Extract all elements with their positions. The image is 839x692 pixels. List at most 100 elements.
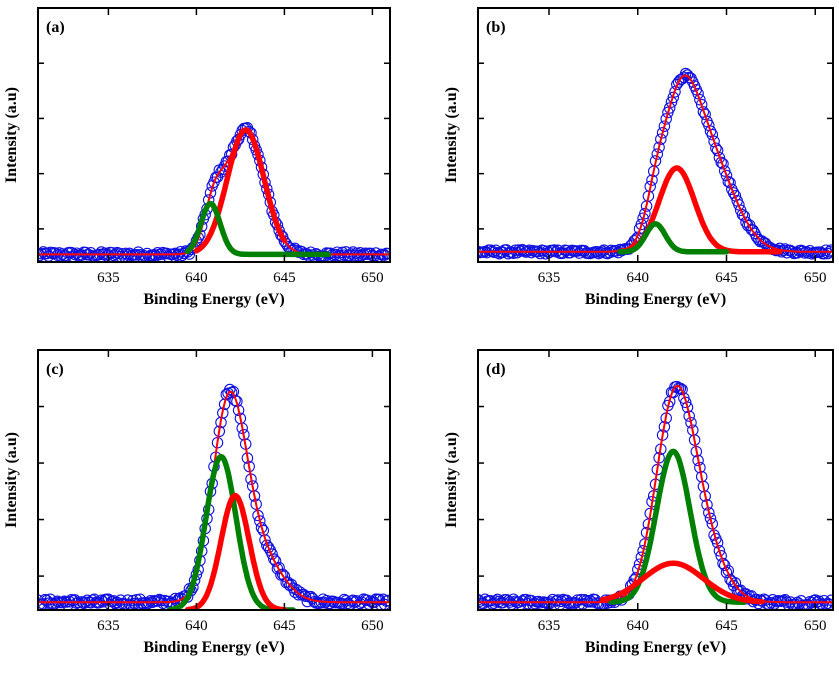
panel-label: (c): [46, 361, 64, 378]
data-point: [736, 208, 749, 221]
data-point: [681, 401, 694, 414]
data-point: [669, 86, 681, 98]
data-point: [692, 87, 704, 100]
x-axis-label: Binding Energy (eV): [585, 291, 726, 308]
data-point: [658, 120, 671, 132]
data-point: [382, 594, 390, 607]
x-tick-label: 635: [97, 618, 120, 634]
data-point: [289, 586, 301, 598]
x-tick-label: 645: [273, 618, 296, 634]
panel-d: 635 640 645 650 Binding Energy (eV) Intensity…: [443, 349, 834, 656]
x-axis-label: Binding Energy (eV): [585, 639, 726, 656]
x-tick-label: 640: [627, 270, 650, 286]
plot-area: [38, 122, 390, 262]
data-point: [704, 512, 717, 525]
data-point: [262, 541, 275, 554]
data-point: [699, 108, 711, 121]
data-point: [552, 244, 564, 257]
data-point: [653, 141, 665, 154]
data-point: [269, 555, 282, 567]
plot-area: [38, 383, 390, 610]
x-tick-label: 645: [273, 270, 296, 286]
data-point: [250, 498, 262, 510]
data-point: [266, 548, 278, 560]
data-point: [268, 553, 280, 565]
panel-c: 635 640 645 650 Binding Energy (eV) Intensity…: [3, 349, 391, 656]
fit-component-red: [193, 127, 288, 254]
data-point: [229, 394, 241, 407]
x-tick-label: 650: [361, 618, 384, 634]
y-axis-label: Intensity (a.u): [443, 87, 460, 183]
data-point: [349, 249, 361, 262]
data-point: [825, 244, 833, 256]
fit-envelope-line: [38, 128, 390, 256]
plot-area: [478, 67, 833, 260]
plot-frame: [37, 7, 391, 263]
x-tick-label: 645: [715, 270, 738, 286]
x-tick-label: 635: [538, 270, 561, 286]
fit-component-green: [184, 200, 332, 258]
fit-envelope-line: [478, 384, 833, 604]
experimental-data-series: [38, 122, 390, 262]
x-tick-label: 635: [538, 618, 561, 634]
data-point: [660, 113, 672, 125]
data-point: [331, 246, 343, 258]
x-tick-label: 640: [185, 270, 208, 286]
data-point: [727, 187, 740, 199]
data-point: [663, 102, 676, 114]
fit-component-green: [608, 448, 747, 605]
data-point: [44, 246, 57, 259]
x-axis-label: Binding Energy (eV): [143, 291, 284, 308]
data-point: [523, 244, 536, 256]
x-tick-label: 650: [804, 270, 827, 286]
plot-frame: [477, 349, 834, 611]
data-point: [717, 158, 729, 170]
data-point: [169, 592, 182, 605]
data-point: [635, 218, 648, 231]
data-point: [720, 169, 733, 182]
data-point: [204, 187, 217, 199]
data-point: [49, 247, 62, 259]
plot-frame: [37, 349, 391, 611]
plot-frame: [477, 7, 834, 263]
data-point: [665, 96, 678, 108]
data-point: [232, 404, 245, 417]
y-axis-label: Intensity (a.u): [443, 432, 460, 528]
data-point: [825, 594, 833, 607]
data-point: [273, 561, 285, 574]
fit-component-green: [167, 453, 296, 610]
data-point: [225, 386, 238, 399]
panel-label: (d): [486, 361, 506, 378]
data-point: [81, 594, 94, 607]
data-point: [713, 545, 726, 557]
fit-envelope-line: [478, 74, 833, 253]
data-point: [227, 385, 240, 398]
data-point: [706, 128, 719, 141]
data-point: [655, 133, 667, 145]
data-point: [343, 249, 356, 262]
data-point: [724, 177, 736, 189]
data-point: [695, 98, 708, 111]
y-axis-label: Intensity (a.u): [3, 87, 20, 183]
data-point: [580, 594, 593, 607]
data-point: [694, 93, 706, 106]
panel-label: (b): [486, 19, 506, 36]
data-point: [557, 247, 569, 259]
data-point: [248, 490, 261, 502]
x-axis-label: Binding Energy (eV): [143, 639, 284, 656]
experimental-data-series: [478, 380, 833, 610]
panel-b: 635 640 645 650 Binding Energy (eV) Intensity…: [443, 7, 834, 308]
panel-a: 635 640 645 650 Binding Energy (eV) Intensity…: [3, 7, 391, 308]
data-point: [299, 590, 312, 602]
data-point: [722, 564, 735, 577]
data-point: [679, 396, 692, 409]
x-tick-label: 650: [804, 618, 827, 634]
fit-component-red: [599, 560, 765, 605]
experimental-data-series: [478, 67, 833, 260]
y-axis-label: Intensity (a.u): [3, 432, 20, 528]
data-point: [255, 522, 268, 534]
data-point: [278, 570, 291, 582]
fit-component-red: [184, 492, 288, 610]
x-tick-label: 640: [627, 618, 650, 634]
